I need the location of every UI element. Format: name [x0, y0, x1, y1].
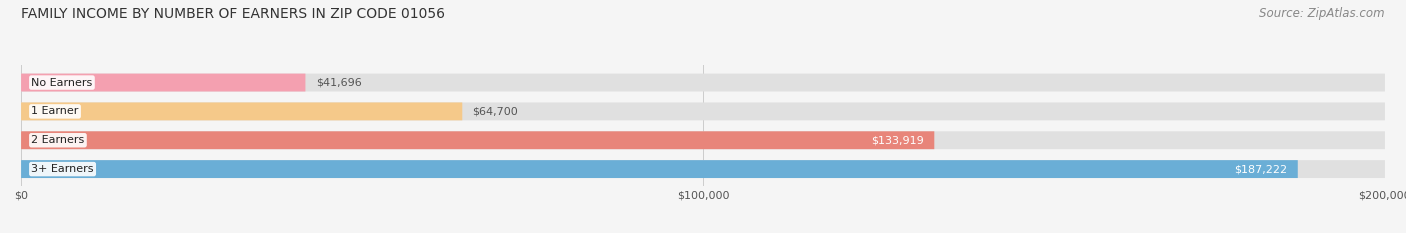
Text: $64,700: $64,700	[472, 106, 519, 116]
Text: 2 Earners: 2 Earners	[31, 135, 84, 145]
Text: $41,696: $41,696	[316, 78, 361, 88]
FancyBboxPatch shape	[21, 103, 463, 120]
FancyBboxPatch shape	[21, 131, 935, 149]
FancyBboxPatch shape	[21, 160, 1298, 178]
Text: FAMILY INCOME BY NUMBER OF EARNERS IN ZIP CODE 01056: FAMILY INCOME BY NUMBER OF EARNERS IN ZI…	[21, 7, 446, 21]
Text: $187,222: $187,222	[1234, 164, 1288, 174]
Text: No Earners: No Earners	[31, 78, 93, 88]
FancyBboxPatch shape	[21, 103, 1385, 120]
FancyBboxPatch shape	[21, 131, 1385, 149]
Text: 3+ Earners: 3+ Earners	[31, 164, 94, 174]
FancyBboxPatch shape	[21, 74, 1385, 92]
Text: Source: ZipAtlas.com: Source: ZipAtlas.com	[1260, 7, 1385, 20]
FancyBboxPatch shape	[21, 74, 305, 92]
Text: 1 Earner: 1 Earner	[31, 106, 79, 116]
Text: $133,919: $133,919	[872, 135, 924, 145]
FancyBboxPatch shape	[21, 160, 1385, 178]
